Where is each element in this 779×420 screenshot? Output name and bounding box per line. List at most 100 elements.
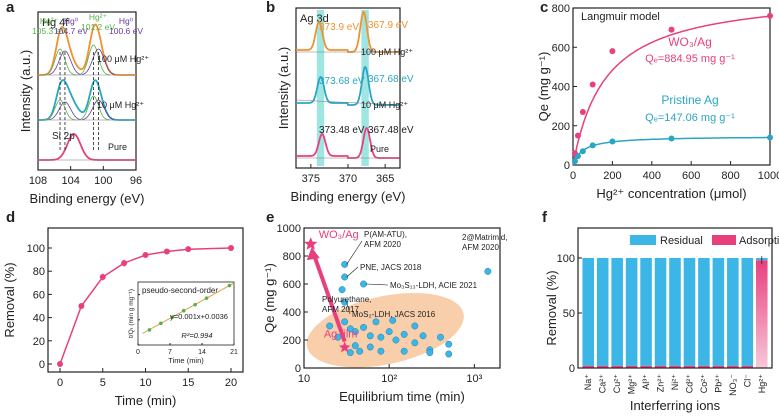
x-tick-label: 0 — [57, 377, 63, 389]
pointer-line — [346, 302, 351, 315]
pointer-line — [346, 240, 363, 265]
legend-swatch-adsorption — [712, 235, 736, 245]
bar-residual — [712, 258, 725, 366]
y-axis-label: Intensity (a.u.) — [18, 50, 33, 132]
series-label: 10 μM Hg²⁺ — [97, 100, 144, 110]
series-qe: Qₑ=147.06 mg g⁻¹ — [645, 112, 735, 124]
inset-data-point — [147, 328, 152, 332]
inset-data-point — [204, 296, 209, 300]
bar-adsorption — [625, 365, 638, 368]
series-label: 10 μM Hg²⁺ — [361, 100, 408, 110]
labeled-data-point — [341, 273, 349, 281]
x-tick-label: 0 — [570, 170, 576, 182]
legend-swatch-residual — [630, 235, 656, 245]
peak-energy-label: 367.68 eV — [368, 74, 414, 85]
data-point — [341, 318, 349, 326]
y-axis-label: Qe (mg g⁻¹) — [262, 263, 277, 333]
labeled-data-point — [484, 267, 492, 275]
peak-energy-label: 373.9 eV — [319, 22, 359, 33]
data-point — [385, 328, 393, 336]
y-axis-label: Removal (%) — [544, 270, 559, 345]
y-tick-label: 0 — [295, 363, 301, 375]
x-tick-label: 108 — [29, 175, 47, 187]
inset-r2: R²=0.994 — [181, 331, 212, 340]
series-name: Pristine Ag — [661, 93, 718, 107]
x-category-label: Mg²⁺ — [627, 374, 637, 394]
series-label: Pure — [108, 142, 127, 152]
inset-data-point — [181, 308, 186, 313]
x-category-label: Na⁺ — [583, 374, 593, 391]
x-tick-label: 375 — [302, 173, 320, 185]
highlight-label: WO₃/Ag — [319, 229, 359, 241]
y-tick-label: 800 — [283, 251, 301, 263]
x-tick-label: 10 — [139, 377, 151, 389]
panel-c: c 0 200 400 600 800 1000 0 200 400 600 800 Hg²⁺ conc… — [536, 0, 779, 201]
data-point — [571, 158, 578, 165]
data-point — [360, 323, 367, 331]
panel-label: a — [6, 0, 15, 16]
data-point — [377, 347, 385, 355]
x-category-label: Al³⁺ — [641, 374, 651, 390]
fit-component — [48, 50, 82, 75]
labeled-data-point — [341, 260, 349, 268]
star-marker — [304, 237, 318, 250]
data-point — [668, 135, 675, 142]
peak-label: Hg²⁺ — [40, 16, 59, 26]
inset-x-tick-label: 14 — [198, 349, 206, 356]
y-axis-label: Qe (mg g⁻¹) — [536, 52, 551, 122]
panel-f-axes-frame — [577, 227, 773, 369]
point-label: PNE, JACS 2018 — [360, 263, 422, 272]
inset-x-tick-label: 7 — [168, 349, 172, 356]
point-label: MoS₂-LDH, JACS 2016 — [352, 310, 436, 319]
x-category-label: Ca²⁺ — [598, 374, 608, 394]
peak-energy-label: 105.3 eV — [32, 26, 66, 36]
spectrum-title: Ag 3d — [300, 13, 329, 25]
point-label: AFM 2017 — [322, 305, 359, 314]
inset-title: pseudo-second-order — [142, 286, 218, 295]
labeled-data-point — [338, 286, 346, 294]
x-category-label: Hg²⁺ — [757, 374, 767, 394]
y-tick-label: 400 — [283, 307, 301, 319]
si-label: Si 2p — [52, 131, 75, 142]
y-tick-label: 600 — [283, 279, 301, 291]
inset-y-label: t/Qₜ (min g mg⁻¹) — [128, 289, 135, 338]
data-point — [445, 350, 453, 358]
fit-line-0 — [572, 15, 771, 166]
y-tick-label: 100 — [557, 253, 575, 265]
point-label: AFM 2020 — [364, 240, 401, 249]
data-point — [99, 274, 106, 280]
panel-label: f — [542, 209, 548, 226]
x-axis-label: Binding energy (eV) — [30, 191, 145, 206]
x-tick-label: 400 — [643, 170, 661, 182]
peak-energy-label: 367.48 eV — [368, 125, 414, 136]
y-tick-label: 800 — [552, 3, 570, 15]
data-point — [326, 322, 334, 330]
bar-residual — [698, 258, 710, 366]
panel-label: b — [266, 0, 275, 16]
bar-adsorption — [611, 365, 623, 368]
bar-adsorption — [727, 365, 739, 368]
inset-x-label: Time (min) — [168, 356, 204, 365]
x-tick-label: 100 — [94, 175, 112, 187]
panel-f: f Na⁺ Ca²⁺ Cu²⁺ Mg²⁺ Al³⁺ Zn²⁺ Ni²⁺ Cd²⁺ Co²⁺ Pb²⁺… — [542, 209, 779, 413]
peak-energy-label: 100.6 eV — [109, 26, 143, 36]
data-point — [121, 260, 128, 267]
point-label: 2@Matrimid, — [462, 233, 507, 242]
peak-label: Hg²⁺ — [89, 12, 108, 22]
panel-b: b 375 370 365 Binding energy (eV) Intensity (… — [266, 0, 414, 204]
y-tick-label: 1000 — [277, 223, 301, 235]
point-label: P(AM-ATU), — [364, 230, 407, 239]
x-category-label: Zn²⁺ — [656, 374, 666, 393]
data-point — [579, 148, 586, 155]
bar-residual — [727, 258, 739, 366]
x-tick-label: 370 — [339, 173, 357, 185]
x-tick-label: 5 — [100, 377, 106, 389]
y-axis-label: Intensity (a.u.) — [276, 47, 291, 129]
x-tick-label: 10² — [381, 373, 397, 385]
data-point — [377, 333, 385, 341]
bar-adsorption — [755, 260, 768, 368]
pointer-line — [365, 283, 389, 286]
data-point — [366, 332, 374, 340]
x-axis-label: Binding energy (eV) — [291, 189, 406, 204]
x-category-label: NO₃⁻ — [728, 374, 738, 396]
